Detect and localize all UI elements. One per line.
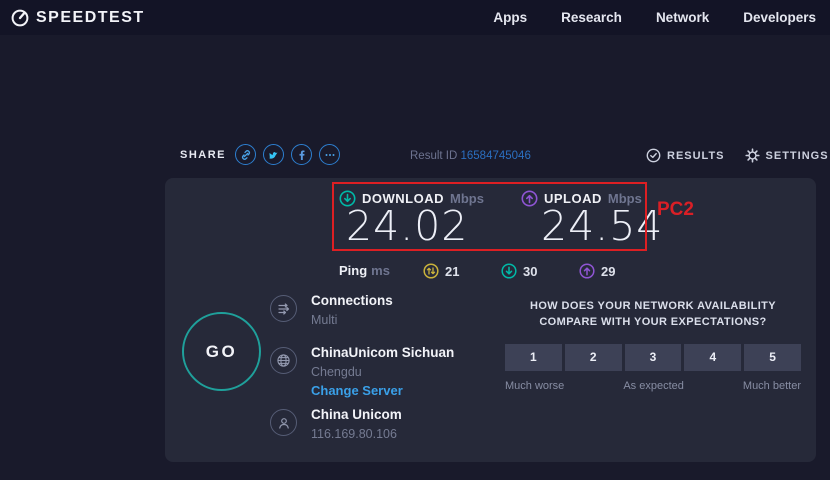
download-unit: Mbps [450, 191, 484, 206]
rating-button-5[interactable]: 5 [744, 343, 801, 371]
isp-name: China Unicom [311, 407, 402, 422]
survey-question-line1: HOW DOES YOUR NETWORK AVAILABILITY [529, 300, 777, 312]
ping-label: Ping [339, 263, 368, 278]
rating-button-2[interactable]: 2 [564, 343, 622, 371]
connections-title: Connections [311, 293, 393, 308]
rating-scale: 1 2 3 4 5 [505, 343, 801, 371]
scale-max-label: Much better [742, 379, 801, 392]
settings-button[interactable]: SETTINGS [744, 148, 829, 163]
rating-scale-labels: Much worse As expected Much better [505, 380, 801, 392]
header-actions: RESULTS SETTINGS [646, 148, 829, 163]
download-metric-header: DOWNLOAD Mbps [339, 190, 484, 207]
survey-question-line2: COMPARE WITH YOUR EXPECTATIONS? [539, 315, 767, 328]
share-twitter-icon[interactable] [263, 144, 285, 165]
result-id-label: Result ID [410, 150, 461, 162]
annotation-label: PC2 [657, 199, 694, 220]
connections-icon [270, 295, 297, 322]
results-button[interactable]: RESULTS [646, 148, 725, 163]
nav-item-developers[interactable]: Developers [743, 10, 816, 25]
isp-info: China Unicom 116.169.80.106 [270, 407, 402, 441]
rating-button-3[interactable]: 3 [624, 343, 682, 371]
globe-icon [270, 347, 297, 374]
server-name: ChinaUnicom Sichuan [311, 345, 455, 360]
result-id-value: 16584745046 [460, 150, 531, 162]
ping-download-icon [501, 263, 517, 279]
results-label: RESULTS [667, 149, 725, 162]
survey-question: HOW DOES YOUR NETWORK AVAILABILITY COMPA… [505, 299, 801, 331]
ping-upload-value: 29 [601, 263, 616, 279]
change-server-link[interactable]: Change Server [311, 383, 403, 398]
share-link-icon[interactable] [235, 144, 257, 165]
settings-label: SETTINGS [765, 149, 829, 162]
upload-metric-header: UPLOAD Mbps [521, 190, 642, 207]
scale-mid-label: As expected [623, 379, 684, 392]
go-button[interactable]: GO [182, 312, 261, 391]
nav-item-apps[interactable]: Apps [493, 10, 528, 25]
connections-mode: Multi [311, 313, 338, 327]
main-nav: Apps Research Network Developers [493, 10, 816, 25]
ping-download-value: 30 [523, 263, 538, 279]
result-id: Result ID 16584745046 [410, 150, 531, 162]
server-city: Chengdu [311, 365, 362, 379]
ping-download-stat: 30 [501, 263, 537, 279]
network-survey: HOW DOES YOUR NETWORK AVAILABILITY COMPA… [505, 299, 801, 392]
download-value: 24.02 [346, 202, 469, 250]
ping-upload-stat: 29 [579, 263, 615, 279]
server-info: ChinaUnicom Sichuan Chengdu Change Serve… [270, 345, 454, 398]
download-label: DOWNLOAD [362, 191, 444, 206]
download-circle-icon [339, 190, 356, 207]
share-facebook-icon[interactable] [291, 144, 313, 165]
top-navigation-bar: SPEEDTEST Apps Research Network Develope… [0, 0, 830, 35]
user-icon [270, 409, 297, 436]
isp-ip-address: 116.169.80.106 [311, 427, 397, 441]
share-label: SHARE [180, 148, 227, 161]
ping-idle-stat: 21 [423, 263, 459, 279]
share-more-icon[interactable] [319, 144, 341, 165]
speedtest-logo[interactable]: SPEEDTEST [10, 8, 145, 28]
ping-idle-value: 21 [445, 263, 460, 279]
upload-circle-icon [521, 190, 538, 207]
upload-value: 24.54 [541, 202, 664, 250]
speedtest-gauge-icon [10, 8, 30, 28]
result-panel: DOWNLOAD Mbps 24.02 UPLOAD Mbps 24.54 PC… [165, 178, 816, 462]
ping-unit: ms [371, 263, 390, 278]
gear-icon [744, 148, 760, 163]
upload-unit: Mbps [607, 191, 642, 206]
upload-label: UPLOAD [544, 191, 602, 206]
ping-header: Ping ms [339, 263, 390, 278]
nav-item-research[interactable]: Research [561, 10, 622, 25]
check-circle-icon [646, 148, 661, 163]
nav-item-network[interactable]: Network [655, 10, 710, 25]
ping-idle-icon [423, 263, 439, 279]
connections-info: Connections Multi [270, 293, 393, 327]
share-toolbar: SHARE [180, 144, 341, 165]
logo-text: SPEEDTEST [36, 8, 145, 26]
rating-button-1[interactable]: 1 [505, 343, 562, 371]
ping-upload-icon [579, 263, 595, 279]
rating-button-4[interactable]: 4 [684, 343, 742, 371]
scale-min-label: Much worse [505, 379, 565, 392]
